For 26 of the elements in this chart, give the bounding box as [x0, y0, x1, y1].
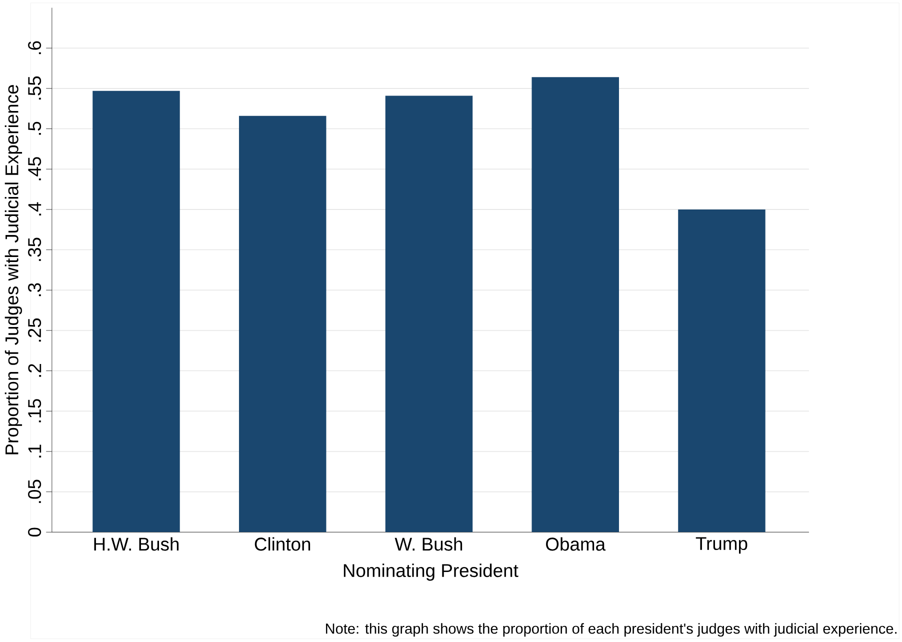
y-tick-label: .2 [28, 364, 42, 377]
x-tick-label: Obama [546, 537, 606, 551]
y-tick-label: .4 [28, 202, 42, 216]
y-tick-label: 0 [28, 528, 42, 537]
y-tick-label: .05 [28, 480, 42, 504]
x-tick-label: W. Bush [394, 537, 462, 551]
x-tick-label: Clinton [254, 537, 310, 551]
y-axis-title: Proportion of Judges with Judicial Experience [4, 85, 22, 454]
y-tick-label: .45 [28, 157, 42, 180]
y-tick-label: .1 [28, 444, 42, 458]
y-tick-label: .5 [28, 122, 42, 135]
x-tick-label: H.W. Bush [94, 537, 179, 551]
y-tick-label: .3 [28, 283, 42, 296]
bar [678, 210, 766, 532]
x-axis-title: Nominating President [344, 564, 518, 581]
bar [238, 116, 326, 532]
y-tick-label: .35 [28, 238, 42, 262]
y-tick-label: .55 [28, 76, 42, 100]
y-tick-label: .25 [28, 318, 42, 342]
bar [532, 77, 619, 532]
y-tick-label: .15 [28, 399, 42, 422]
y-tick-label: .6 [28, 41, 42, 54]
bar [385, 96, 473, 532]
x-tick-label: Trump [696, 537, 748, 554]
bar [92, 91, 180, 532]
text: Note: this graph shows the proportion of each president's judges with judicial experience. [326, 623, 896, 637]
